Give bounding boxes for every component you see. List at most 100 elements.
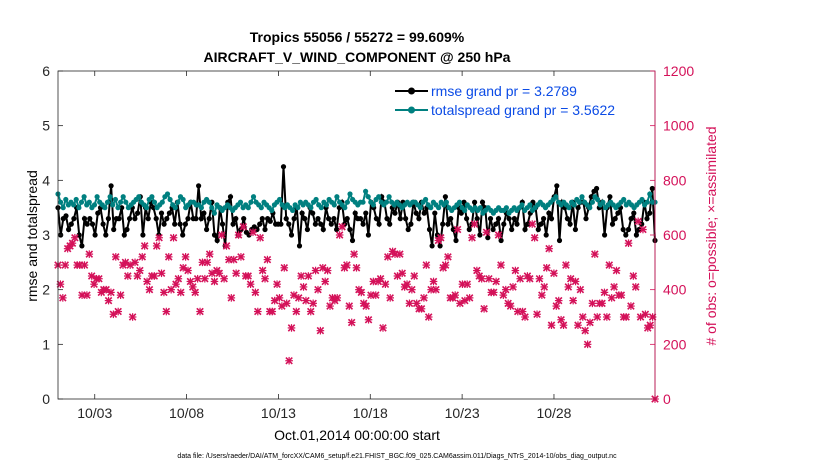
obs-point xyxy=(114,307,122,316)
rmse-point xyxy=(262,226,268,233)
rmse-point xyxy=(522,226,528,233)
rmse-point xyxy=(89,221,96,227)
obs-point xyxy=(386,294,395,302)
obs-point xyxy=(145,285,154,294)
obs-point xyxy=(285,356,293,365)
obs-point xyxy=(169,233,178,242)
rmse-point xyxy=(628,216,634,222)
totalspread-point xyxy=(462,207,468,213)
obs-point xyxy=(335,231,344,239)
rmse-point xyxy=(501,221,507,227)
obs-point xyxy=(333,294,342,302)
obs-point xyxy=(509,283,517,291)
totalspread-point xyxy=(237,199,244,205)
rmse-point xyxy=(440,221,446,227)
legend-rmse-marker xyxy=(408,87,415,95)
rmse-point xyxy=(100,221,106,227)
totalspread-point xyxy=(503,205,509,211)
obs-point xyxy=(316,326,325,335)
totalspread-point xyxy=(428,205,434,211)
totalspread-point xyxy=(365,194,371,200)
series-layer xyxy=(54,164,659,403)
rmse-point xyxy=(233,216,239,222)
obs-point xyxy=(164,253,173,261)
totalspread-point xyxy=(71,202,77,208)
rmse-point xyxy=(464,216,470,222)
rmse-point xyxy=(214,237,220,244)
totalspread-point xyxy=(595,196,601,203)
rmse-point xyxy=(392,210,398,216)
obs-point xyxy=(379,324,387,332)
rmse-point xyxy=(326,216,332,222)
obs-point xyxy=(196,307,204,316)
totalspread-point xyxy=(245,205,251,211)
rmse-point xyxy=(442,194,448,200)
rmse-point xyxy=(572,226,579,233)
obs-point xyxy=(287,324,296,332)
obs-point xyxy=(210,277,219,286)
totalspread-point xyxy=(63,196,69,203)
obs-point xyxy=(605,261,614,269)
obs-point xyxy=(95,274,103,283)
rmse-point xyxy=(111,226,117,233)
totalspread-point xyxy=(104,199,111,205)
totalspread-point xyxy=(443,199,449,205)
obs-point xyxy=(61,261,70,269)
rmse-point xyxy=(631,210,637,216)
rmse-point xyxy=(564,216,571,222)
rmse-point xyxy=(583,216,589,222)
totalspread-point xyxy=(436,205,442,211)
rmse-point xyxy=(612,216,618,222)
rmse-point xyxy=(259,216,265,222)
totalspread-point xyxy=(198,205,204,211)
obs-point xyxy=(533,310,541,319)
rmse-point xyxy=(283,216,289,222)
rmse-point xyxy=(535,226,541,233)
rmse-point xyxy=(288,232,295,238)
rmse-point xyxy=(432,210,438,216)
obs-point xyxy=(150,272,159,280)
obs-point xyxy=(124,272,132,280)
obs-point xyxy=(263,255,272,264)
obs-point xyxy=(138,253,147,261)
obs-point xyxy=(208,269,216,278)
rmse-point xyxy=(331,216,337,222)
obs-point xyxy=(107,288,115,297)
totalspread-point xyxy=(164,191,171,197)
rmse-point xyxy=(405,226,411,233)
obs-point xyxy=(492,277,500,286)
legend-box xyxy=(392,78,654,120)
rmse-point xyxy=(543,232,549,238)
rmse-point xyxy=(636,226,642,233)
totalspread-point xyxy=(571,202,577,208)
totalspread-point xyxy=(589,199,596,205)
obs-point xyxy=(624,239,633,247)
y-tick-label-right: 1000 xyxy=(663,118,694,134)
chart-title-line2: AIRCRAFT_V_WIND_COMPONENT @ 250 hPa xyxy=(204,49,511,65)
rmse-point xyxy=(304,226,310,233)
obs-point xyxy=(581,326,589,335)
rmse-point xyxy=(485,235,491,241)
obs-point xyxy=(441,261,450,269)
totalspread-point xyxy=(344,199,350,205)
obs-point xyxy=(501,285,510,294)
rmse-point xyxy=(647,210,653,216)
obs-point xyxy=(405,299,414,308)
rmse-point xyxy=(318,221,324,227)
obs-point xyxy=(480,305,488,313)
totalspread-point xyxy=(180,196,186,203)
obs-point xyxy=(299,283,308,291)
obs-point xyxy=(297,272,305,280)
rmse-point xyxy=(81,216,88,222)
y-tick-label-left: 6 xyxy=(42,63,50,79)
obs-point xyxy=(362,302,370,310)
rmse-point xyxy=(135,210,141,216)
totalspread-point xyxy=(102,205,108,211)
rmse-point xyxy=(477,232,483,238)
ticks-layer: 0 1 2 3 4 5 6 0 200 400 600 800 1000 1200 10/03 10/08 10… xyxy=(42,63,694,421)
obs-point xyxy=(545,244,553,253)
rmse-point xyxy=(514,221,520,227)
totalspread-point xyxy=(363,188,369,194)
obs-point xyxy=(564,283,573,291)
obs-point xyxy=(239,223,248,231)
